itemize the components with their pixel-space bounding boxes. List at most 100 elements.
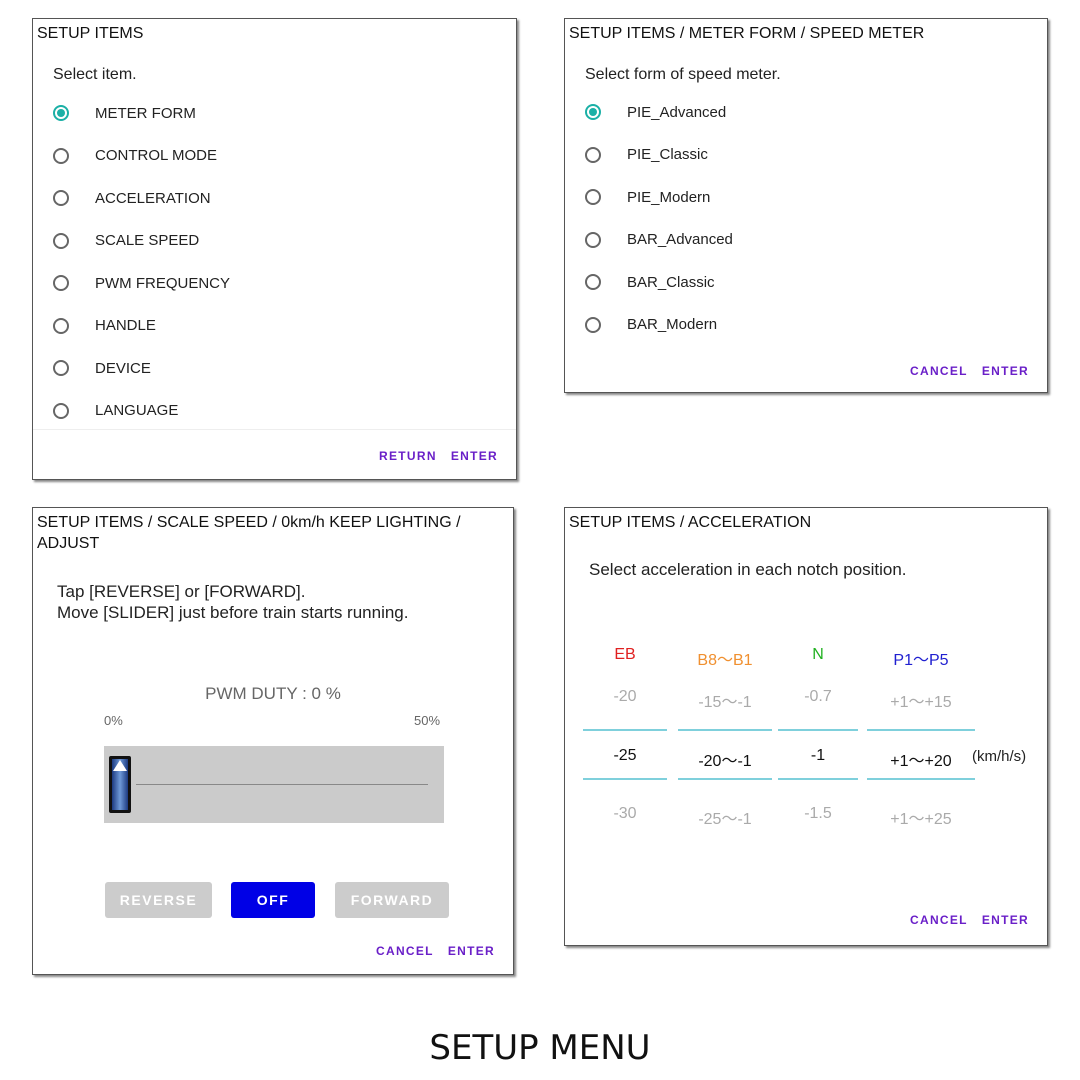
picker-divider	[678, 778, 772, 780]
radio-button[interactable]	[585, 231, 601, 248]
picker-option-below: -1.5	[804, 805, 832, 822]
dialog-title: SETUP ITEMS / SCALE SPEED / 0km/h KEEP L…	[37, 514, 461, 552]
slider-max-label: 50%	[414, 713, 441, 728]
unit-label: (km/h/s)	[972, 748, 1027, 765]
pwm-duty-readout: PWM DUTY : 0 %	[205, 684, 341, 703]
picker-option-below: -30	[613, 805, 637, 822]
setup-items-dialog: SETUP ITEMS Select item. METER FORM CONTR…	[32, 18, 517, 480]
radio-option[interactable]: PWM FREQUENCY	[53, 268, 230, 298]
radio-button[interactable]	[585, 104, 601, 120]
slider-track	[136, 784, 428, 785]
cancel-button[interactable]: CANCEL	[910, 913, 968, 927]
off-button[interactable]: OFF	[231, 882, 315, 918]
option-label: LANGUAGE	[95, 402, 179, 419]
enter-button[interactable]: ENTER	[447, 944, 495, 958]
picker-option-below: -25〜-1	[698, 811, 752, 828]
picker-selected-value[interactable]: +1〜+20	[890, 753, 952, 770]
radio-option[interactable]: BAR_Advanced	[585, 225, 733, 255]
picker-option-below: +1〜+25	[890, 811, 952, 828]
option-label: CONTROL MODE	[95, 147, 217, 164]
option-label: PIE_Classic	[627, 146, 708, 163]
radio-button[interactable]	[585, 189, 601, 205]
dialog-title: SETUP ITEMS	[37, 25, 144, 42]
radio-option[interactable]: LANGUAGE	[53, 396, 178, 426]
radio-option[interactable]: ACCELERATION	[53, 183, 211, 213]
column-header: EB	[614, 646, 636, 663]
acceleration-dialog: SETUP ITEMS / ACCELERATION Select accele…	[564, 507, 1048, 946]
cancel-button[interactable]: CANCEL	[910, 364, 968, 378]
pwm-slider[interactable]	[104, 746, 444, 823]
divider	[33, 429, 516, 430]
picker-divider	[678, 729, 772, 731]
radio-option[interactable]: PIE_Modern	[585, 182, 710, 212]
dialog-title: SETUP ITEMS / ACCELERATION	[569, 514, 812, 531]
enter-button[interactable]: ENTER	[981, 913, 1029, 927]
picker-option-above: -0.7	[804, 688, 832, 705]
radio-button[interactable]	[585, 146, 601, 163]
forward-button[interactable]: FORWARD	[335, 882, 449, 918]
radio-button[interactable]	[53, 275, 69, 291]
enter-button[interactable]: ENTER	[981, 364, 1029, 378]
radio-option[interactable]: PIE_Advanced	[585, 97, 726, 127]
reverse-button[interactable]: REVERSE	[105, 882, 212, 918]
picker-divider	[778, 778, 858, 780]
picker-divider	[867, 729, 975, 731]
picker-divider	[583, 729, 667, 731]
option-label: BAR_Classic	[627, 273, 715, 291]
radio-button[interactable]	[53, 190, 69, 206]
option-label: DEVICE	[95, 359, 151, 377]
radio-button[interactable]	[53, 232, 69, 249]
instruction-1: Tap [REVERSE] or [FORWARD].	[57, 582, 306, 601]
slider-min-label: 0%	[104, 713, 123, 728]
option-label: SCALE SPEED	[95, 232, 200, 249]
radio-button[interactable]	[585, 274, 601, 290]
return-button[interactable]: RETURN	[379, 449, 437, 463]
adjust-dialog: SETUP ITEMS / SCALE SPEED / 0km/h KEEP L…	[32, 507, 514, 975]
option-label: PIE_Advanced	[627, 103, 727, 121]
radio-button[interactable]	[53, 147, 69, 164]
radio-button[interactable]	[53, 105, 69, 121]
radio-option[interactable]: SCALE SPEED	[53, 226, 199, 256]
picker-divider	[583, 778, 667, 780]
radio-option[interactable]: BAR_Modern	[585, 310, 717, 340]
instruction-2: Move [SLIDER] just before train starts r…	[57, 603, 409, 622]
radio-option[interactable]: DEVICE	[53, 353, 151, 383]
radio-option[interactable]: PIE_Classic	[585, 140, 708, 170]
picker-divider	[867, 778, 975, 780]
picker-divider	[778, 729, 858, 731]
picker-option-above: -15〜-1	[698, 694, 752, 711]
picker-selected-value[interactable]: -20〜-1	[698, 753, 752, 770]
radio-button[interactable]	[585, 316, 601, 333]
picker-option-above: +1〜+15	[890, 694, 952, 711]
picker-option-above: -20	[613, 688, 637, 705]
radio-button[interactable]	[53, 317, 69, 334]
slider-thumb[interactable]	[109, 756, 131, 813]
arrow-up-icon	[113, 760, 127, 771]
radio-button[interactable]	[53, 402, 69, 419]
option-label: BAR_Advanced	[627, 231, 733, 248]
radio-option[interactable]: METER FORM	[53, 98, 196, 128]
picker-selected-value[interactable]: -25	[613, 747, 637, 764]
radio-option[interactable]: HANDLE	[53, 311, 156, 341]
cancel-button[interactable]: CANCEL	[376, 944, 434, 958]
dialog-prompt: Select form of speed meter.	[585, 66, 781, 83]
column-header: P1〜P5	[893, 652, 949, 669]
dialog-prompt: Select acceleration in each notch positi…	[589, 560, 907, 579]
column-header: B8〜B1	[697, 652, 753, 669]
option-label: PWM FREQUENCY	[95, 274, 230, 292]
column-header: N	[812, 646, 824, 663]
picker-selected-value[interactable]: -1	[810, 747, 826, 764]
radio-option[interactable]: BAR_Classic	[585, 267, 715, 297]
dialog-prompt: Select item.	[53, 66, 137, 83]
speed-meter-dialog: SETUP ITEMS / METER FORM / SPEED METER S…	[564, 18, 1048, 393]
option-label: HANDLE	[95, 317, 156, 334]
option-label: METER FORM	[95, 104, 196, 122]
enter-button[interactable]: ENTER	[450, 449, 498, 463]
radio-button[interactable]	[53, 360, 69, 376]
radio-option[interactable]: CONTROL MODE	[53, 141, 217, 171]
option-label: PIE_Modern	[627, 188, 711, 206]
page-caption: SETUP MENU	[429, 1028, 651, 1068]
dialog-title: SETUP ITEMS / METER FORM / SPEED METER	[569, 25, 925, 42]
option-label: BAR_Modern	[627, 316, 718, 333]
option-label: ACCELERATION	[95, 189, 211, 207]
